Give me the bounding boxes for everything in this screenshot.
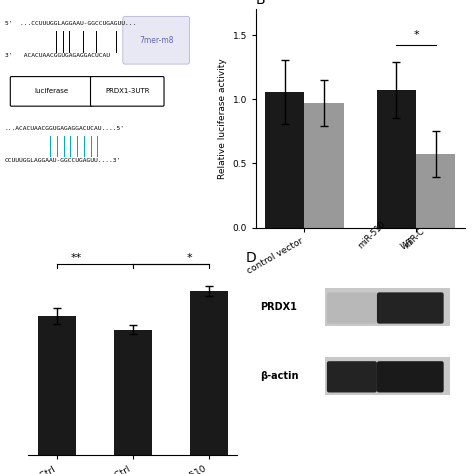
FancyBboxPatch shape [377,361,444,392]
Text: ...ACACUAACGGUGAGAGGACUCAU....5': ...ACACUAACGGUGAGAGGACUCAU....5' [5,126,125,131]
Bar [304,103,344,228]
FancyBboxPatch shape [91,77,164,106]
Bar [114,329,152,455]
FancyBboxPatch shape [10,77,93,106]
Text: miR-C: miR-C [402,227,426,251]
Bar [265,91,304,228]
Text: PRDX1-3UTR: PRDX1-3UTR [105,88,149,94]
Text: *: * [187,253,192,263]
FancyBboxPatch shape [377,292,444,324]
Text: 7mer-m8: 7mer-m8 [139,36,173,45]
Text: CCUUUGGLAGGAAU-GGCCUGAGUU....3': CCUUUGGLAGGAAU-GGCCUGAGUU....3' [5,158,121,163]
Text: 3'   ACACUAACGGUGAGAGGACUCAU: 3' ACACUAACGGUGAGAGGACUCAU [5,53,110,58]
Text: β-actin: β-actin [260,371,299,381]
Bar [190,291,228,455]
Bar [38,316,76,455]
Text: *: * [413,30,419,40]
FancyBboxPatch shape [327,292,377,324]
FancyBboxPatch shape [123,16,190,64]
Text: D: D [246,251,256,264]
Bar [325,357,450,394]
Bar [325,288,450,326]
Text: PRDX1: PRDX1 [260,302,297,312]
Bar [416,155,455,228]
Text: miR-510: miR-510 [356,220,387,251]
Text: **: ** [70,253,82,263]
Text: luciferase: luciferase [35,88,69,94]
Text: 5'  ...CCUUUGGLAGGAAU-GGCCUGAGUU...: 5' ...CCUUUGGLAGGAAU-GGCCUGAGUU... [5,21,136,27]
Bar [377,90,416,228]
Text: B: B [256,0,265,7]
FancyBboxPatch shape [327,361,377,392]
Y-axis label: Relative luciferase activity: Relative luciferase activity [218,58,227,179]
